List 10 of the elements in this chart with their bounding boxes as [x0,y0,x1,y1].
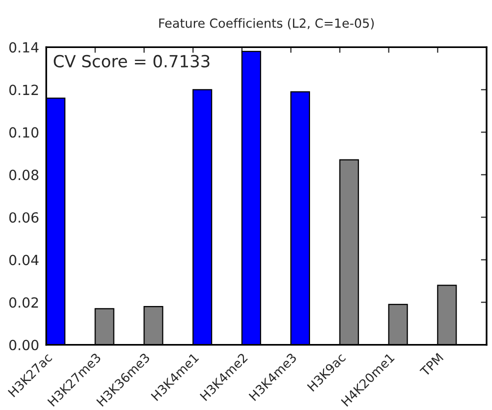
y-tick-label: 0.00 [9,340,38,350]
y-tick-label: 0.02 [9,297,38,308]
annotation: CV Score = 0.7133 [54,54,210,68]
y-tick-label: 0.08 [9,170,38,180]
y-tick-label: 0.14 [9,42,39,53]
chart-title: Feature Coefficients (L2, C=1e-05) [159,18,374,30]
y-tick-label: 0.12 [9,84,38,96]
y-tick-label: 0.06 [9,212,38,223]
y-tick-label: 0.04 [9,254,39,266]
y-tick-label: 0.10 [9,127,38,138]
